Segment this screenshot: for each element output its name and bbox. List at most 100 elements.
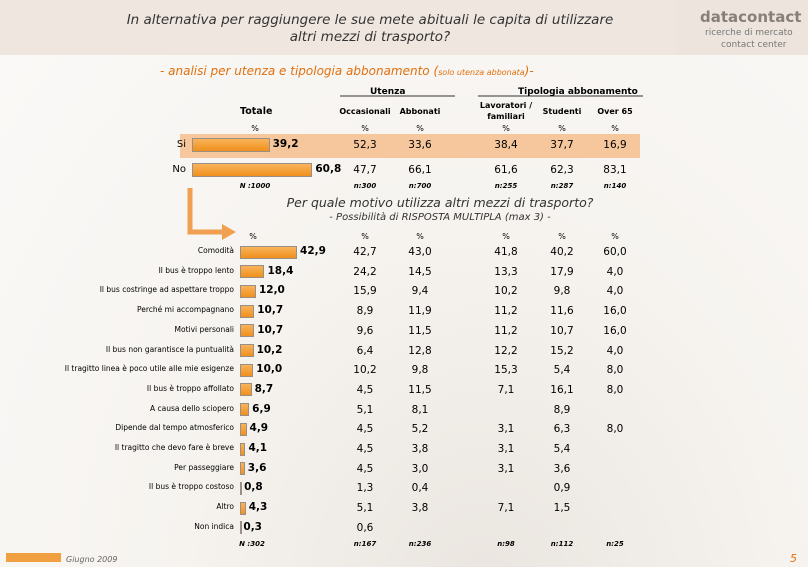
sample-size: n:25 (606, 540, 624, 548)
cell: 6,3 (553, 423, 571, 436)
cell: 10,7 (550, 324, 574, 337)
cell: 66,1 (408, 164, 432, 176)
cell: 43,0 (408, 246, 432, 258)
bar-label: 10,2 (256, 343, 283, 356)
sample-size: n:112 (550, 540, 574, 548)
bar-label: 4,9 (249, 422, 269, 435)
cell: 10,2 (353, 364, 377, 377)
cell: 0,4 (411, 482, 429, 495)
cell: 8,0 (606, 364, 624, 377)
cell: 8,0 (606, 423, 624, 436)
cell: 12,2 (494, 344, 518, 357)
logo-band (676, 0, 808, 55)
cell: 3,1 (497, 462, 515, 475)
cell: 47,7 (353, 164, 377, 176)
cell: 9,8 (411, 364, 429, 377)
bar (192, 163, 313, 177)
percent-header: % (558, 232, 566, 241)
row-label: Non indica (194, 521, 234, 531)
percent-header: % (249, 232, 257, 241)
cell: 9,6 (356, 324, 374, 337)
sample-size: n:236 (408, 540, 432, 548)
cell: 4,0 (606, 265, 624, 278)
title-band (0, 0, 676, 55)
cell: 11,6 (550, 305, 574, 318)
cell: 60,0 (603, 246, 627, 258)
group-header: Tipologia abbonamento (518, 87, 638, 97)
cell: 15,3 (494, 364, 518, 377)
cell: 16,0 (603, 324, 627, 337)
bar-label: 12,0 (258, 284, 285, 297)
cell: 4,5 (356, 423, 374, 436)
cell: 37,7 (550, 139, 574, 151)
row-label: Il tragitto che devo fare è breve (114, 443, 234, 452)
bar-label: 10,7 (257, 304, 284, 317)
bar (240, 403, 250, 417)
cell: 5,1 (356, 403, 374, 416)
bar (240, 462, 245, 476)
row-label: Si (176, 139, 186, 150)
arrow-line (187, 188, 225, 235)
cell: 11,2 (494, 305, 518, 318)
column-header: Studenti (542, 107, 582, 116)
cell: 38,4 (494, 139, 518, 151)
cell: 1,3 (356, 482, 374, 495)
cell: 4,0 (606, 344, 624, 357)
bar-label: 39,2 (272, 138, 299, 150)
subtitle-note: solo utenza abbonata (438, 68, 525, 77)
bar (240, 265, 265, 279)
cell: 3,1 (497, 443, 515, 455)
cell: 3,8 (411, 443, 429, 455)
cell: 3,0 (411, 462, 429, 475)
bar-label: 0,3 (243, 520, 262, 533)
cell: 16,9 (603, 139, 627, 151)
row-label: Altro (216, 502, 234, 512)
cell: 11,9 (408, 305, 432, 318)
percent-header: % (361, 232, 369, 241)
percent-header: % (611, 124, 619, 133)
row-label: A causa dello sciopero (150, 403, 234, 413)
cell: 3,8 (411, 502, 429, 515)
cell: 1,5 (553, 502, 571, 515)
bar (240, 521, 242, 535)
cell: 61,6 (494, 164, 518, 176)
cell: 62,3 (550, 164, 574, 176)
bar (240, 284, 256, 298)
cell: 11,5 (408, 383, 432, 396)
cell: 15,9 (353, 285, 377, 298)
sample-size: N :1000 (239, 182, 271, 190)
cell: 40,2 (550, 246, 574, 258)
bar-label: 10,0 (256, 363, 283, 376)
cell: 4,5 (356, 462, 374, 475)
sample-size: n:140 (603, 182, 627, 190)
bar (240, 344, 254, 357)
sample-size: n:255 (494, 182, 518, 190)
subtitle-text: )- (524, 64, 534, 78)
sample-size: n:700 (408, 182, 432, 190)
cell: 8,0 (606, 383, 624, 396)
cell: 16,0 (603, 305, 627, 318)
bar (192, 138, 270, 152)
cell: 11,2 (494, 324, 518, 337)
bar-label: 60,8 (315, 163, 342, 175)
cell: 4,5 (356, 443, 374, 455)
footer-date: Giugno 2009 (66, 555, 118, 564)
cell: 13,3 (494, 265, 518, 278)
cell: 33,6 (408, 139, 432, 151)
footer-deco (6, 553, 61, 562)
question-note: - Possibilità di RISPOSTA MULTIPLA (max … (329, 212, 551, 223)
row-label: Perché mi accompagnano (137, 305, 234, 315)
page-number: 5 (790, 552, 797, 565)
percent-header: % (502, 232, 510, 241)
cell: 24,2 (353, 265, 377, 278)
column-header: Over 65 (597, 107, 633, 116)
percent-header: % (361, 124, 369, 133)
title: In alternativa per raggiungere le sue me… (80, 12, 660, 46)
cell: 14,5 (408, 265, 432, 278)
cell: 16,1 (550, 383, 574, 396)
cell: 0,6 (356, 521, 374, 534)
bar (240, 422, 247, 436)
subtitle: - analisi per utenza e tipologia abbonam… (160, 64, 534, 78)
percent-header: % (416, 124, 424, 133)
